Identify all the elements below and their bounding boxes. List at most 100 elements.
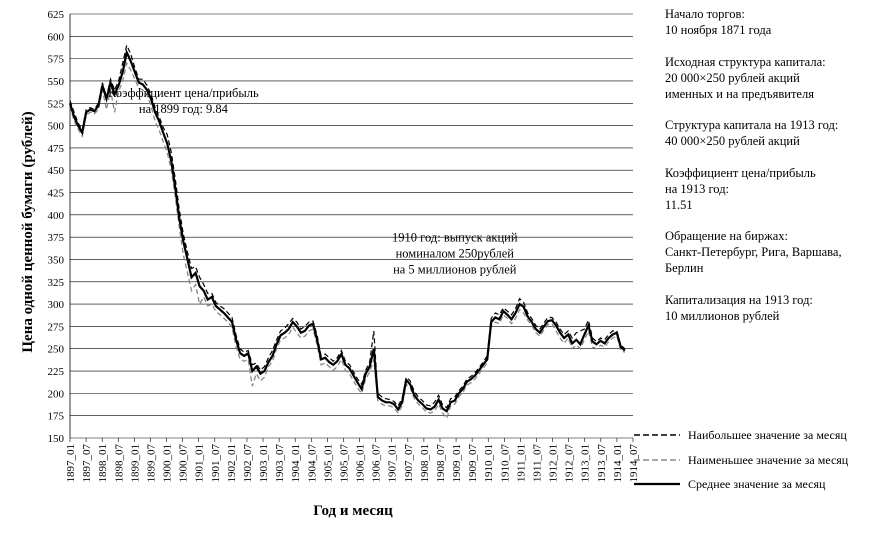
- legend-swatch-max: [634, 434, 680, 436]
- side-note-line: Санкт-Петербург, Рига, Варшава,: [665, 245, 842, 259]
- y-tick-label: 325: [48, 277, 65, 289]
- y-tick-label: 550: [48, 76, 65, 88]
- annotation-line: Коэффициент цена/прибыль: [108, 86, 259, 100]
- y-tick-label: 350: [48, 254, 65, 266]
- x-tick-label: 1904_01: [290, 444, 302, 483]
- side-notes-panel: Начало торгов: 10 ноября 1871 года Исходна…: [665, 6, 875, 339]
- side-note: Капитализация на 1913 год: 10 миллионов р…: [665, 292, 875, 324]
- side-note-line: на 1913 год:: [665, 181, 730, 196]
- x-tick-label: 1899_07: [145, 444, 157, 483]
- x-tick-label: 1914_01: [612, 444, 624, 483]
- x-tick-label: 1913_01: [580, 444, 592, 483]
- legend-label: Наименьшее значение за месяц: [688, 452, 849, 467]
- side-note: Структура капитала на 1913 год: 40 000×25…: [665, 117, 875, 149]
- x-tick-label: 1903_01: [258, 444, 270, 483]
- x-tick-label: 1914_07: [628, 444, 640, 483]
- x-tick-label: 1900_07: [178, 444, 190, 483]
- x-tick-label: 1905_07: [338, 444, 350, 483]
- x-tick-label: 1908_07: [435, 444, 447, 483]
- annotation-line: 1910 год: выпуск акций: [392, 231, 518, 245]
- x-tick-label: 1902_07: [242, 444, 254, 483]
- x-axis-title: Год и месяц: [313, 503, 393, 519]
- y-tick-label: 525: [48, 98, 65, 110]
- side-note-line: именных и на предъявителя: [665, 86, 814, 101]
- x-tick-label: 1903_07: [274, 444, 286, 483]
- side-note-line: Берлин: [665, 261, 704, 275]
- x-tick-label: 1907_01: [387, 444, 399, 483]
- y-tick-label: 625: [48, 9, 65, 21]
- y-tick-label: 150: [48, 433, 65, 445]
- side-note-line: Исходная структура капитала:: [665, 54, 826, 69]
- x-tick-label: 1909_07: [467, 444, 479, 483]
- x-tick-label: 1909_01: [451, 444, 463, 483]
- y-tick-label: 425: [48, 188, 65, 200]
- series-group: [68, 43, 626, 420]
- series-line-avg: [68, 48, 626, 413]
- legend-swatch-min: [634, 458, 680, 461]
- side-note-line: Начало торгов:: [665, 7, 745, 21]
- x-tick-label: 1911_01: [515, 444, 527, 482]
- x-tick-label: 1905_01: [322, 444, 334, 483]
- legend-item-max: Наибольшее значение за месяц: [632, 428, 878, 453]
- legend-label: Наибольшее значение за месяц: [688, 428, 847, 442]
- annotations-group: Коэффициент цена/прибыль на 1899 год: 9.8…: [108, 86, 518, 277]
- side-note-line: Коэффициент цена/прибыль: [665, 165, 816, 180]
- legend-label: Среднее значение за месяц: [688, 477, 826, 491]
- x-tick-label: 1912_01: [548, 444, 560, 483]
- legend-swatch-avg: [634, 482, 680, 486]
- x-tick-label: 1898_07: [113, 444, 125, 483]
- y-axis-title: Цена одной ценной бумаги (рублей): [20, 111, 36, 352]
- legend: Наибольшее значение за месяц Наименьшее з…: [632, 428, 878, 502]
- y-tick-label: 250: [48, 344, 65, 356]
- y-tick-label: 400: [48, 210, 65, 222]
- side-note: Обращение на биржах: Санкт-Петербург, Риг…: [665, 228, 875, 276]
- x-tick-label: 1910_01: [483, 444, 495, 483]
- y-tick-label: 225: [48, 366, 65, 378]
- side-note-line: Капитализация на 1913 год:: [665, 292, 813, 307]
- side-note: Коэффициент цена/прибыль на 1913 год: 11.5…: [665, 165, 875, 213]
- x-tick-label: 1908_01: [419, 444, 431, 483]
- y-tick-label: 175: [48, 411, 65, 423]
- side-note-line: Обращение на биржах:: [665, 229, 788, 243]
- legend-item-avg: Среднее значение за месяц: [632, 477, 878, 502]
- x-tick-label: 1900_01: [162, 444, 174, 483]
- y-axis-ticks: 150 175 200 225 250 275 300 325 350 375 400 425 450 4…: [48, 9, 65, 445]
- side-note-line: 20 000×250 рублей акций: [665, 70, 800, 85]
- x-tick-label: 1899_01: [129, 444, 141, 483]
- x-tick-label: 1907_07: [403, 444, 415, 483]
- y-tick-label: 450: [48, 165, 65, 177]
- x-tick-label: 1902_01: [226, 444, 238, 483]
- y-tick-label: 300: [48, 299, 65, 311]
- x-tick-label: 1911_07: [531, 444, 543, 483]
- x-tick-label: 1906_07: [371, 444, 383, 483]
- side-note: Исходная структура капитала: 20 000×250 р…: [665, 54, 875, 102]
- legend-item-min: Наименьшее значение за месяц: [632, 453, 878, 478]
- x-tick-label: 1910_07: [499, 444, 511, 483]
- y-tick-label: 200: [48, 388, 65, 400]
- side-note-line: 10 ноября 1871 года: [665, 23, 772, 37]
- x-tick-label: 1897_07: [81, 444, 93, 483]
- x-tick-label: 1913_07: [596, 444, 608, 483]
- x-tick-label: 1898_01: [97, 444, 109, 483]
- series-line-min: [69, 61, 626, 420]
- y-tick-label: 375: [48, 232, 65, 244]
- series-line-max: [69, 43, 626, 409]
- y-tick-label: 500: [48, 121, 65, 133]
- annotation-line: на 1899 год: 9.84: [139, 102, 229, 116]
- side-note-line: Структура капитала на 1913 год:: [665, 118, 839, 132]
- x-tick-label: 1906_01: [355, 444, 367, 483]
- x-tick-label: 1897_01: [65, 444, 77, 483]
- y-tick-label: 275: [48, 321, 65, 333]
- x-tick-label: 1904_07: [306, 444, 318, 483]
- grid-lines: [69, 13, 633, 439]
- side-note-line: 10 миллионов рублей: [665, 308, 780, 323]
- y-tick-label: 600: [48, 31, 65, 43]
- side-note: Начало торгов: 10 ноября 1871 года: [665, 6, 875, 38]
- y-tick-label: 575: [48, 54, 65, 66]
- x-tick-label: 1901_01: [194, 444, 206, 483]
- side-note-line: 11.51: [665, 197, 693, 212]
- x-axis-ticks: 1897_01 1897_07 1898_01 1898_07 1899_01 1899_…: [65, 438, 640, 483]
- x-tick-label: 1901_07: [210, 444, 222, 483]
- annotation-line: номиналом 250рублей: [396, 247, 515, 261]
